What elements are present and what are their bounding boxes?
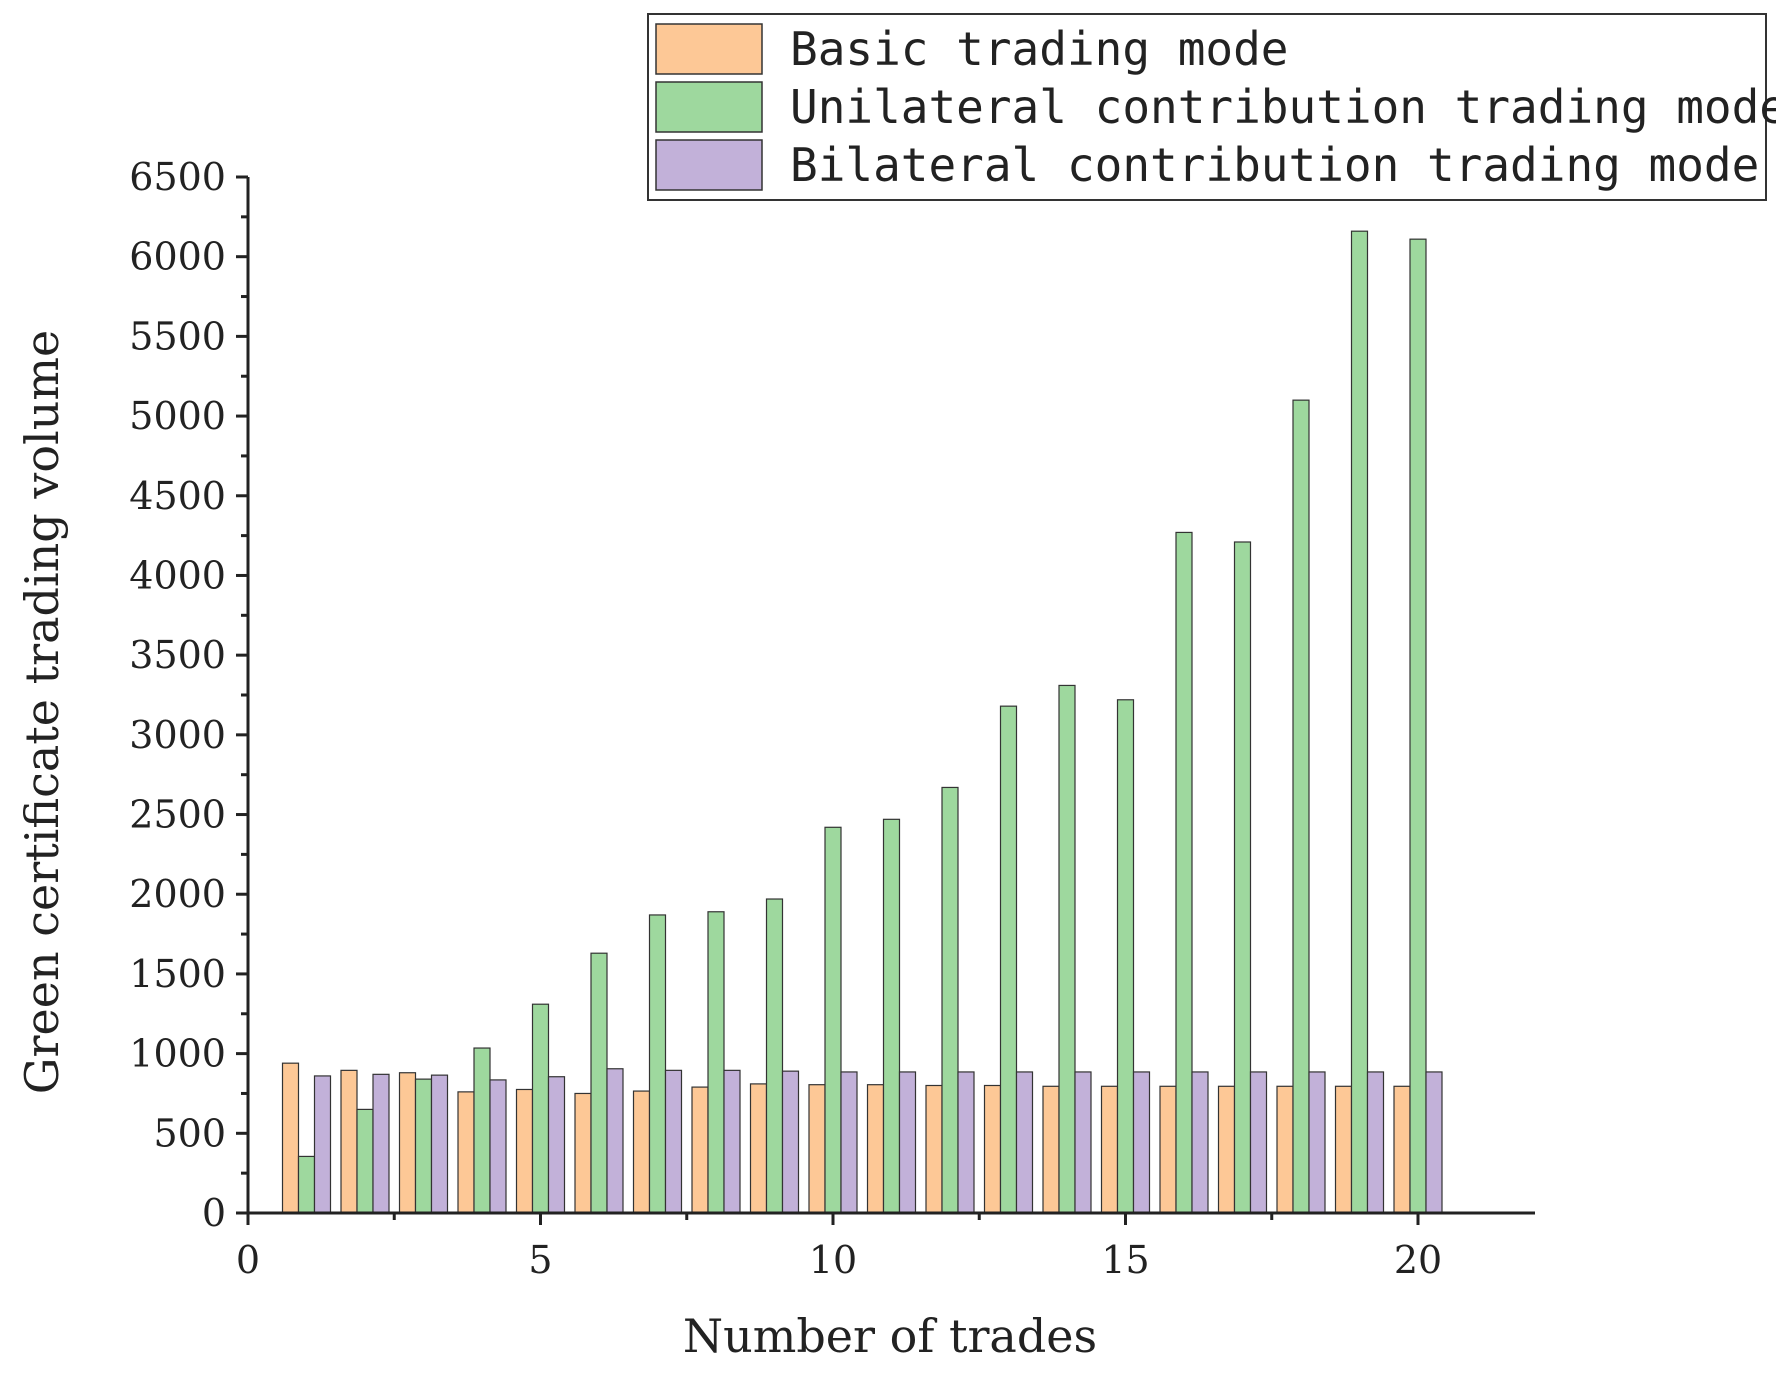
bar-series-3-x-14 xyxy=(1074,1071,1092,1214)
y-tick-label: 500 xyxy=(153,1111,226,1155)
bar-series-1-x-16 xyxy=(1159,1085,1177,1214)
legend-box xyxy=(647,13,1767,201)
bar-series-3-x-1 xyxy=(313,1075,332,1214)
bar-series-2-x-20 xyxy=(1409,238,1427,1214)
y-tick-label: 1500 xyxy=(129,952,226,996)
bar-series-1-x-5 xyxy=(515,1088,534,1214)
bar-series-2-x-15 xyxy=(1116,699,1135,1214)
bar-series-3-x-19 xyxy=(1366,1071,1385,1214)
y-tick-label: 4000 xyxy=(129,553,226,597)
bar-series-3-x-9 xyxy=(781,1070,800,1214)
bar-series-1-x-17 xyxy=(1217,1085,1236,1214)
bar-series-2-x-1 xyxy=(297,1155,316,1214)
bar-series-1-x-18 xyxy=(1276,1085,1294,1214)
bar-series-3-x-18 xyxy=(1308,1071,1326,1214)
y-axis-title: Green certificate trading volume xyxy=(15,330,69,1094)
bar-series-3-x-11 xyxy=(898,1071,917,1214)
bar-series-2-x-5 xyxy=(531,1003,550,1214)
legend-swatch xyxy=(655,139,763,191)
bar-series-3-x-7 xyxy=(664,1069,683,1214)
bar-series-2-x-11 xyxy=(882,818,901,1214)
bar-series-2-x-3 xyxy=(414,1078,433,1214)
legend-label: Bilateral contribution trading mode xyxy=(790,138,1759,192)
bar-series-2-x-13 xyxy=(999,705,1018,1214)
bar-series-1-x-9 xyxy=(749,1083,768,1214)
bar-series-2-x-10 xyxy=(824,826,842,1214)
bar-series-3-x-13 xyxy=(1015,1071,1034,1214)
bar-series-1-x-6 xyxy=(574,1092,592,1214)
y-tick-label: 3500 xyxy=(129,633,226,677)
x-axis-title: Number of trades xyxy=(683,1309,1097,1363)
y-tick-label: 6000 xyxy=(129,235,226,279)
bar-series-1-x-1 xyxy=(281,1062,300,1214)
y-tick-label: 0 xyxy=(202,1191,226,1235)
bar-series-2-x-12 xyxy=(941,786,959,1214)
y-tick-label: 1000 xyxy=(129,1032,226,1076)
bar-series-3-x-6 xyxy=(606,1068,624,1214)
bar-series-2-x-4 xyxy=(473,1047,491,1214)
bars-group xyxy=(281,230,1443,1214)
bar-series-2-x-14 xyxy=(1058,684,1076,1214)
bar-series-3-x-16 xyxy=(1191,1071,1209,1214)
bar-series-1-x-13 xyxy=(983,1084,1002,1214)
bar-series-2-x-18 xyxy=(1292,399,1310,1214)
bar-series-1-x-11 xyxy=(866,1084,885,1214)
bar-series-3-x-17 xyxy=(1249,1071,1268,1214)
bar-series-1-x-2 xyxy=(340,1069,358,1214)
y-tick-label: 5000 xyxy=(129,394,226,438)
bar-series-1-x-14 xyxy=(1042,1085,1060,1214)
bar-series-2-x-17 xyxy=(1233,541,1252,1214)
x-tick-label: 20 xyxy=(1394,1238,1442,1282)
bar-series-1-x-19 xyxy=(1334,1085,1353,1214)
legend-swatch xyxy=(655,81,763,133)
bar-series-1-x-4 xyxy=(457,1091,475,1214)
bar-series-2-x-8 xyxy=(707,911,725,1214)
y-tick-label: 4500 xyxy=(129,474,226,518)
bar-series-2-x-16 xyxy=(1175,531,1193,1214)
bar-series-3-x-4 xyxy=(489,1079,507,1214)
bar-series-1-x-8 xyxy=(691,1086,709,1214)
bar-series-1-x-10 xyxy=(808,1084,826,1214)
x-tick-label: 5 xyxy=(528,1238,552,1282)
bar-series-3-x-20 xyxy=(1425,1071,1443,1214)
bar-series-3-x-15 xyxy=(1132,1071,1151,1214)
bar-series-1-x-20 xyxy=(1393,1085,1411,1214)
x-tick-label: 0 xyxy=(236,1238,260,1282)
bar-series-3-x-3 xyxy=(430,1074,449,1214)
bar-series-3-x-12 xyxy=(957,1071,975,1214)
bar-series-3-x-5 xyxy=(547,1076,566,1214)
bar-series-2-x-19 xyxy=(1350,230,1369,1214)
y-tick-label: 6500 xyxy=(129,155,226,199)
x-tick-label: 10 xyxy=(809,1238,857,1282)
y-tick-label: 2500 xyxy=(129,793,226,837)
bar-series-1-x-15 xyxy=(1100,1085,1119,1214)
legend-label: Unilateral contribution trading mode xyxy=(790,80,1776,134)
bar-series-1-x-7 xyxy=(632,1090,651,1214)
legend-label: Basic trading mode xyxy=(790,22,1289,76)
bar-series-3-x-2 xyxy=(372,1073,390,1214)
bar-series-3-x-8 xyxy=(723,1069,741,1214)
bar-series-2-x-6 xyxy=(590,952,608,1214)
y-tick-label: 2000 xyxy=(129,872,226,916)
bar-series-1-x-12 xyxy=(925,1084,943,1214)
legend-swatch xyxy=(655,23,763,75)
bar-series-2-x-7 xyxy=(648,914,667,1214)
bar-series-3-x-10 xyxy=(840,1071,858,1214)
bar-series-2-x-9 xyxy=(765,898,784,1214)
bar-series-2-x-2 xyxy=(356,1108,374,1214)
y-tick-label: 5500 xyxy=(129,314,226,358)
bar-series-1-x-3 xyxy=(398,1072,417,1214)
y-tick-label: 3000 xyxy=(129,713,226,757)
x-tick-label: 15 xyxy=(1101,1238,1149,1282)
axes-group: 0 500 1000 1500 2000 2500 3000 3500 4000 4500 5000… xyxy=(129,155,1535,1282)
